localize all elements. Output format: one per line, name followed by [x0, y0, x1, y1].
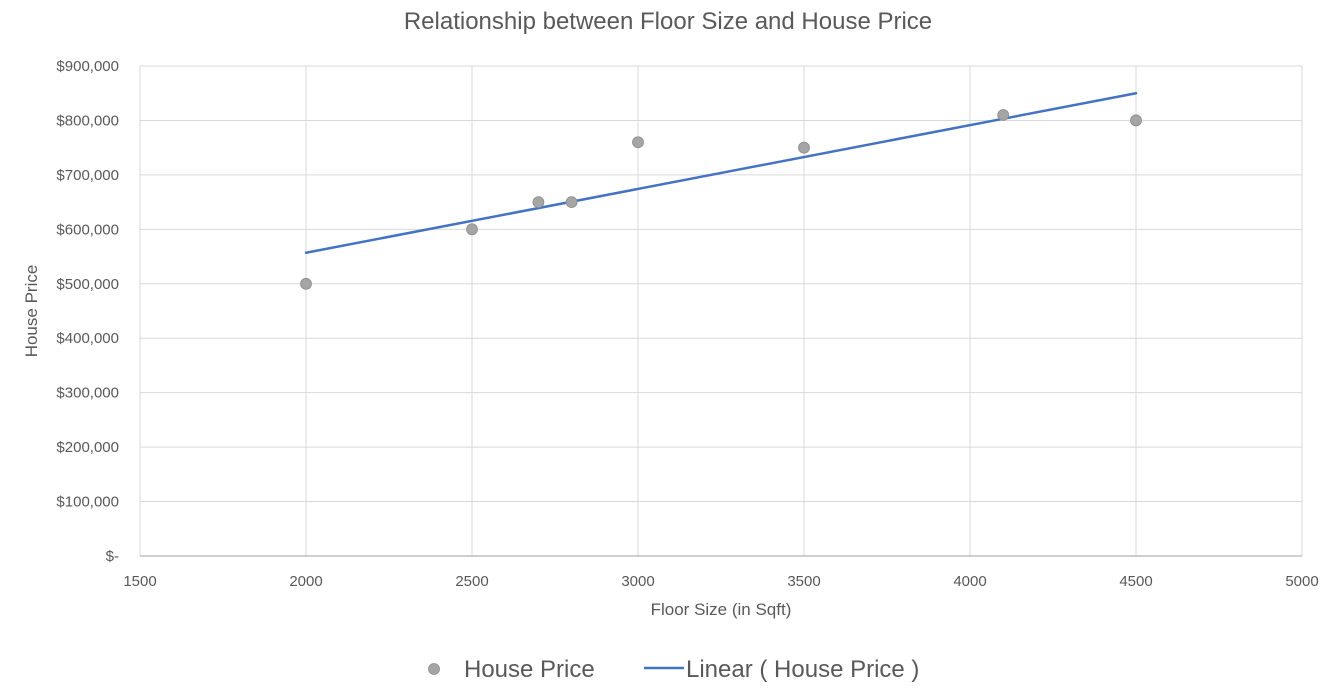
x-axis-tick-labels: 1500 2000 2500 3000 3500 4000 4500 5000	[123, 573, 1318, 590]
trendline	[304, 91, 1138, 254]
x-tick-label: 3000	[621, 573, 654, 590]
data-point	[300, 277, 312, 290]
scatter-series	[300, 109, 1142, 290]
vertical-gridlines	[139, 66, 1303, 556]
legend-label-house-price: House Price	[464, 656, 595, 683]
y-tick-label: $200,000	[56, 439, 119, 456]
x-tick-label: 3500	[787, 573, 820, 590]
chart-title: Relationship between Floor Size and Hous…	[403, 8, 933, 35]
trendline-series	[304, 91, 1138, 254]
y-tick-label: $400,000	[56, 330, 119, 347]
y-tick-label: $600,000	[56, 221, 119, 238]
y-tick-label: $700,000	[56, 167, 119, 184]
y-tick-label: $300,000	[56, 385, 119, 402]
legend-label-linear-trend: Linear ( House Price )	[686, 656, 919, 683]
data-point	[532, 196, 545, 209]
x-tick-label: 1500	[123, 573, 156, 590]
data-point	[798, 141, 810, 154]
data-point	[632, 136, 644, 149]
legend-marker-house-price	[428, 663, 440, 675]
y-tick-label: $900,000	[56, 58, 119, 75]
y-tick-label: $100,000	[56, 494, 119, 511]
horizontal-gridlines	[140, 65, 1302, 503]
data-point	[466, 223, 478, 236]
y-tick-label: $-	[106, 548, 119, 565]
legend: House Price Linear ( House Price )	[428, 656, 919, 683]
data-point	[1130, 114, 1142, 127]
x-tick-label: 4500	[1119, 573, 1152, 590]
x-tick-label: 5000	[1285, 573, 1318, 590]
data-point	[565, 196, 578, 209]
x-axis-title: Floor Size (in Sqft)	[651, 600, 792, 619]
y-axis-title: House Price	[22, 265, 41, 358]
x-tick-label: 2000	[289, 573, 322, 590]
data-point	[997, 109, 1010, 121]
y-tick-label: $500,000	[56, 276, 119, 293]
y-axis-tick-labels: $- $100,000 $200,000 $300,000 $400,000 $500,0…	[56, 58, 119, 565]
x-tick-label: 4000	[953, 573, 986, 590]
y-tick-label: $800,000	[56, 112, 119, 129]
x-tick-label: 2500	[455, 573, 488, 590]
